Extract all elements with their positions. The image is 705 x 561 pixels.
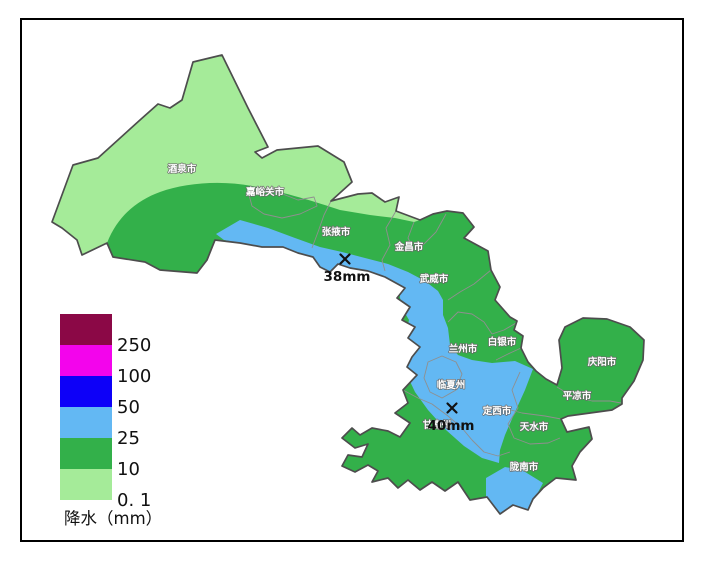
rain-marker-x-icon <box>446 402 458 414</box>
legend: 250 100 50 25 10 0. 1 降水（mm） <box>60 314 162 528</box>
city-label: 甘南州 <box>423 419 452 431</box>
province-outline <box>51 54 645 515</box>
legend-swatch <box>60 376 112 407</box>
legend-value: 50 <box>117 397 140 418</box>
city-label: 陇南市 <box>510 461 539 473</box>
city-label: 兰州市 <box>449 343 478 355</box>
rain-marker-x-icon <box>339 253 351 265</box>
city-label: 临夏州 <box>437 379 466 391</box>
rain-marker-label: 38mm <box>324 269 371 285</box>
city-label: 庆阳市 <box>587 356 617 368</box>
rain-markers: 38mm 40mm <box>324 253 475 434</box>
city-label: 张掖市 <box>322 226 351 238</box>
legend-value: 100 <box>117 366 151 387</box>
city-label: 武威市 <box>420 273 449 285</box>
city-label: 平凉市 <box>563 390 592 402</box>
city-label: 金昌市 <box>394 241 424 253</box>
legend-swatches <box>60 314 112 500</box>
legend-swatch <box>60 469 112 500</box>
legend-swatch <box>60 438 112 469</box>
legend-title: 降水（mm） <box>64 509 162 528</box>
legend-swatch <box>60 345 112 376</box>
city-label: 酒泉市 <box>168 163 197 175</box>
region-rain-0-10 <box>52 55 420 255</box>
legend-swatch <box>60 314 112 345</box>
legend-labels: 250 100 50 25 10 0. 1 <box>117 335 151 511</box>
region-rain-25-50-corridor <box>216 220 533 463</box>
legend-value: 0. 1 <box>117 490 151 511</box>
city-label: 嘉峪关市 <box>245 186 285 198</box>
legend-value: 25 <box>117 428 140 449</box>
legend-swatch <box>60 407 112 438</box>
legend-value: 250 <box>117 335 151 356</box>
city-boundaries <box>248 188 622 457</box>
city-label: 白银市 <box>488 336 517 348</box>
city-label: 定西市 <box>482 405 512 417</box>
city-label: 天水市 <box>520 421 549 433</box>
legend-value: 10 <box>117 459 140 480</box>
rain-marker-label: 40mm <box>428 418 475 434</box>
region-rain-25-50-south <box>486 467 543 514</box>
